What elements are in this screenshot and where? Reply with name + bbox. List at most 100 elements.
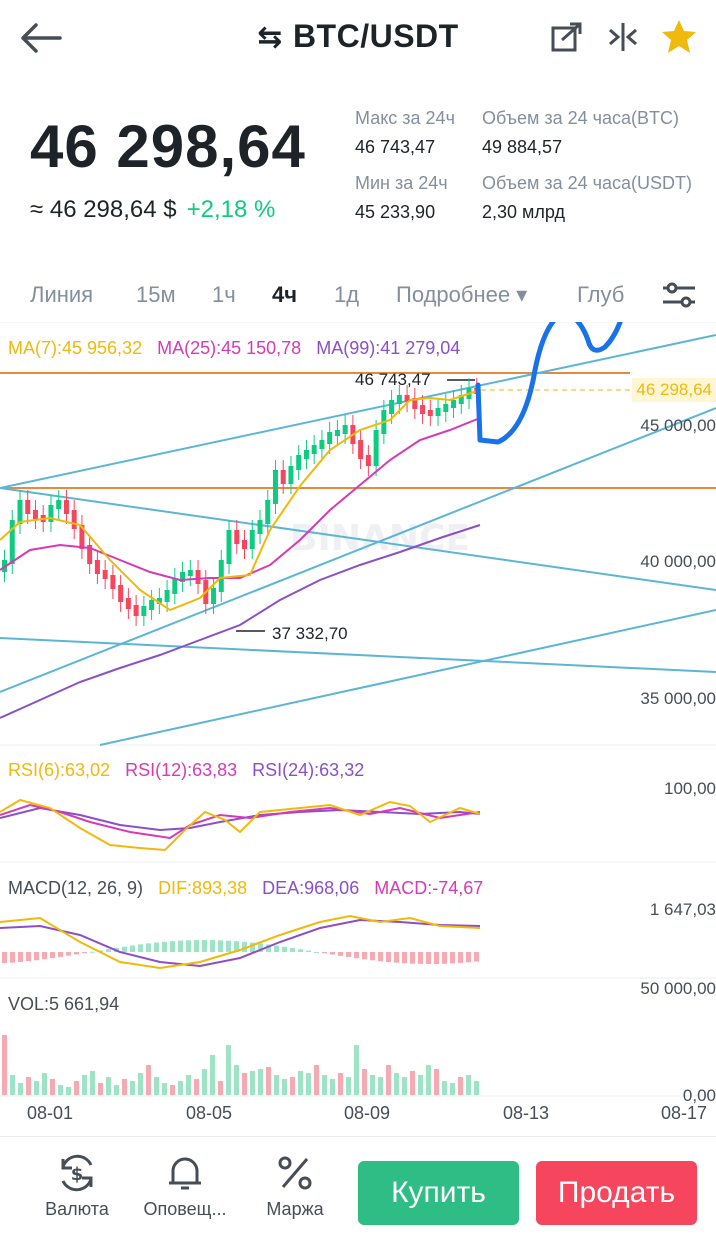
volume-bar: [442, 1081, 447, 1095]
margin-button[interactable]: Маржа: [240, 1137, 350, 1220]
volume-bar: [218, 1081, 223, 1095]
tab-1h[interactable]: 1ч: [212, 282, 236, 307]
candle-body: [102, 570, 108, 579]
macd-histogram-bar: [210, 940, 215, 952]
star-icon[interactable]: [660, 18, 698, 56]
candle-body: [272, 470, 278, 504]
macd-histogram-bar: [26, 952, 31, 962]
macd-title: MACD(12, 26, 9): [8, 878, 144, 898]
volume-bar: [26, 1077, 31, 1095]
candle-body: [32, 510, 38, 519]
sell-button[interactable]: Продать: [536, 1161, 697, 1225]
pair-selector[interactable]: ⇆ BTC/USDT: [0, 18, 716, 55]
macd-histogram-bar: [34, 952, 39, 961]
volume-axis-bottom: 0,00: [682, 1086, 716, 1105]
candle-body: [435, 408, 441, 416]
volume-bar: [298, 1071, 303, 1095]
volume-bar: [194, 1079, 199, 1095]
volume-bar: [314, 1065, 319, 1095]
macd-histogram-bar: [90, 951, 95, 953]
tab-depth[interactable]: Глуб: [577, 282, 625, 307]
volume-bar: [10, 1075, 15, 1095]
candle-body: [334, 430, 340, 436]
candle-body: [87, 545, 93, 564]
tab-15m[interactable]: 15м: [136, 282, 176, 307]
macd-histogram-bar: [186, 940, 191, 952]
tab-4h[interactable]: 4ч: [272, 282, 298, 307]
candle-body: [265, 500, 271, 524]
candle-body: [365, 455, 371, 466]
macd-histogram-bar: [50, 952, 55, 959]
volume-bar: [378, 1077, 383, 1095]
macd-histogram-bar: [450, 952, 455, 964]
candle-body: [242, 540, 247, 549]
rsi24-value: RSI(24):63,32: [252, 760, 365, 780]
candle-body: [218, 560, 224, 592]
macd-histogram-bar: [346, 952, 351, 958]
ma-lines: [0, 389, 481, 719]
y-axis-label-45000: 45 000,00: [640, 416, 716, 435]
candle-body: [451, 400, 457, 408]
macd-histogram-bar: [10, 952, 15, 963]
candle-body: [187, 570, 193, 576]
chart-settings-icon[interactable]: [660, 278, 698, 312]
macd-histogram-bar: [82, 952, 87, 954]
candlestick-chart[interactable]: BINANCE: [0, 322, 716, 1132]
volume-bar: [290, 1077, 295, 1095]
x-axis-label: 08-05: [186, 1103, 233, 1123]
candle-body: [389, 400, 395, 414]
back-arrow-icon[interactable]: [20, 22, 62, 54]
volume-bar: [434, 1069, 439, 1095]
volume-bar: [234, 1065, 239, 1095]
x-axis-label: 08-13: [503, 1103, 550, 1123]
volume-bar: [370, 1075, 375, 1095]
swap-icon: ⇆: [257, 21, 283, 54]
currency-button[interactable]: $ Валюта: [22, 1137, 132, 1220]
candle-body: [420, 405, 426, 414]
volume-bar: [474, 1081, 479, 1095]
candle-body: [149, 600, 155, 610]
candle-body: [25, 500, 31, 514]
alerts-button[interactable]: Оповещ...: [130, 1137, 240, 1220]
volume-bar: [306, 1073, 311, 1095]
volume-bar: [114, 1085, 119, 1095]
tab-more[interactable]: Подробнее ▾: [396, 282, 528, 307]
volume-bar: [202, 1069, 207, 1095]
rsi12-value: RSI(12):63,83: [125, 760, 238, 780]
macd-histogram-bar: [298, 949, 303, 952]
tab-line[interactable]: Линия: [30, 282, 94, 307]
volume-bar: [362, 1069, 367, 1095]
stat-high-value: 46 743,47: [355, 137, 436, 157]
macd-histogram-bar: [474, 952, 479, 962]
volume-bar: [394, 1073, 399, 1095]
buy-button[interactable]: Купить: [358, 1161, 519, 1225]
candle-body: [226, 530, 232, 564]
rsi-legend: RSI(6):63,02 RSI(12):63,83 RSI(24):63,32: [8, 760, 374, 781]
share-icon[interactable]: [548, 18, 586, 56]
volume-bar: [106, 1077, 111, 1095]
stat-vol-usdt: Объем за 24 часа(USDT) 2,30 млрд: [482, 173, 692, 223]
candle-body: [156, 598, 162, 604]
svg-text:$: $: [71, 1164, 84, 1185]
tab-1d[interactable]: 1д: [334, 282, 360, 307]
ma7-value: MA(7):45 956,32: [8, 338, 143, 358]
macd-histogram-bar: [370, 952, 375, 961]
stat-low-value: 45 233,90: [355, 202, 436, 222]
stat-vol-btc: Объем за 24 часа(BTC) 49 884,57: [482, 108, 679, 158]
volume-bar: [282, 1079, 287, 1095]
compare-icon[interactable]: [604, 18, 642, 56]
x-axis-label: 08-01: [27, 1103, 74, 1123]
macd-histogram-bar: [306, 950, 311, 952]
candle-body: [234, 530, 240, 544]
macd-histogram-bar: [410, 952, 415, 964]
stat-vol-btc-value: 49 884,57: [482, 137, 563, 157]
macd-histogram-bar: [322, 952, 327, 954]
volume-bar: [18, 1083, 23, 1095]
candle-body: [296, 455, 302, 470]
candle-body: [396, 395, 402, 404]
macd-histogram-bar: [442, 952, 447, 964]
volume-bar: [418, 1075, 423, 1095]
candle-body: [164, 590, 170, 602]
volume-bars: [2, 1035, 479, 1095]
rsi-lines: [0, 798, 481, 852]
